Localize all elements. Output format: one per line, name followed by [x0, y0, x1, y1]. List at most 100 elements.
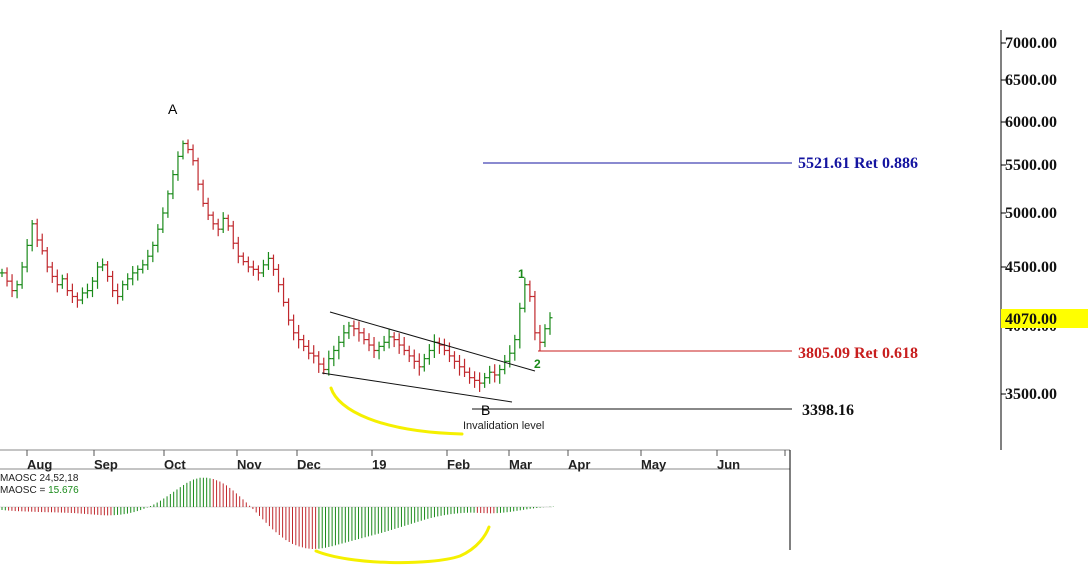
price-bar	[44, 247, 50, 273]
price-bar	[436, 337, 442, 354]
price-bar	[255, 265, 261, 281]
price-bar	[532, 290, 538, 341]
price-bar	[115, 283, 121, 305]
price-bar	[250, 260, 256, 276]
price-bar	[487, 365, 493, 384]
price-bars	[0, 139, 553, 392]
month-label: Nov	[237, 457, 262, 472]
price-bar	[19, 261, 25, 289]
ret-0618-level-label: 3805.09 Ret 0.618	[798, 345, 918, 362]
price-bar	[185, 139, 191, 154]
price-bar	[371, 337, 377, 358]
price-tick-label: 4500.00	[1005, 259, 1057, 276]
price-bar	[321, 357, 327, 375]
price-bar	[416, 353, 422, 376]
price-bar	[411, 349, 417, 369]
month-label: Mar	[509, 457, 532, 472]
price-bar	[175, 151, 181, 181]
current-price-label: 4070.00	[1005, 311, 1057, 328]
price-bar	[14, 280, 20, 299]
wave-1-label: 1	[518, 267, 525, 281]
price-bar	[381, 335, 387, 352]
price-bar	[140, 259, 146, 274]
price-bar	[39, 233, 45, 255]
price-bar	[125, 273, 131, 291]
price-bar	[270, 254, 276, 276]
price-bar	[120, 280, 126, 301]
price-bar	[105, 261, 111, 282]
price-bar	[547, 312, 553, 335]
month-label: Sep	[94, 457, 118, 472]
price-bar	[276, 264, 282, 293]
price-bar	[74, 292, 80, 308]
wave-2-label: 2	[534, 357, 541, 371]
price-bar	[24, 239, 30, 273]
price-bar	[542, 324, 548, 348]
price-bar	[406, 345, 412, 363]
price-bar	[431, 334, 437, 358]
price-bar	[54, 269, 60, 293]
price-bar	[150, 241, 156, 263]
price-bar	[190, 144, 196, 166]
price-bar	[351, 320, 357, 337]
price-bar	[426, 344, 432, 365]
ret-0886-level-label: 5521.61 Ret 0.886	[798, 155, 918, 172]
price-bar	[155, 224, 161, 253]
price-bar	[341, 324, 347, 348]
price-bar	[356, 321, 362, 342]
price-tick-label: 6000.00	[1005, 114, 1057, 131]
price-tick-label: 6500.00	[1005, 72, 1057, 89]
month-label: Feb	[447, 457, 470, 472]
price-bar	[497, 364, 503, 384]
price-bar	[472, 371, 478, 388]
price-bar	[95, 261, 101, 289]
price-bar	[69, 283, 75, 303]
price-bar	[260, 259, 266, 278]
price-bar	[336, 335, 342, 360]
price-bar	[537, 324, 543, 352]
price-bar	[286, 298, 292, 326]
price-bar	[230, 220, 236, 250]
price-bar	[316, 351, 322, 373]
price-bar	[457, 354, 463, 376]
price-bar	[527, 280, 533, 302]
price-bar	[441, 338, 447, 356]
price-base-highlight	[329, 386, 464, 436]
price-bar	[386, 328, 392, 349]
price-bar	[306, 340, 312, 360]
price-bar	[240, 252, 246, 266]
price-bar	[110, 270, 116, 298]
price-tick-label: 7000.00	[1005, 35, 1057, 52]
price-bar	[376, 341, 382, 360]
price-tick-label: 5500.00	[1005, 157, 1057, 174]
price-bar	[245, 256, 251, 273]
month-label: 19	[372, 457, 386, 472]
price-bar	[205, 197, 211, 221]
price-bar	[210, 211, 216, 230]
price-bar	[265, 251, 271, 270]
price-bar	[517, 302, 523, 349]
price-bar	[4, 267, 10, 287]
oscillator-histogram	[0, 477, 554, 549]
price-bar	[225, 214, 231, 231]
invalidation-level-value: 3398.16	[802, 402, 854, 419]
price-bar	[200, 179, 206, 207]
price-bar	[301, 334, 307, 352]
oscillator-base-highlight	[314, 525, 491, 565]
price-bar	[331, 345, 337, 367]
price-bar	[195, 157, 201, 191]
price-bar	[160, 207, 166, 233]
price-bar	[346, 321, 352, 339]
price-bar	[366, 333, 372, 352]
oscillator-value: MAOSC = 15.676	[0, 485, 79, 496]
price-bar	[467, 367, 473, 384]
price-bar	[421, 353, 427, 372]
price-bar	[311, 345, 317, 364]
price-bar	[89, 277, 95, 298]
price-bar	[180, 140, 186, 160]
price-bar	[281, 277, 287, 307]
price-bar	[0, 268, 5, 278]
price-bar	[477, 372, 483, 392]
wedge-lower-trendline	[321, 372, 513, 403]
